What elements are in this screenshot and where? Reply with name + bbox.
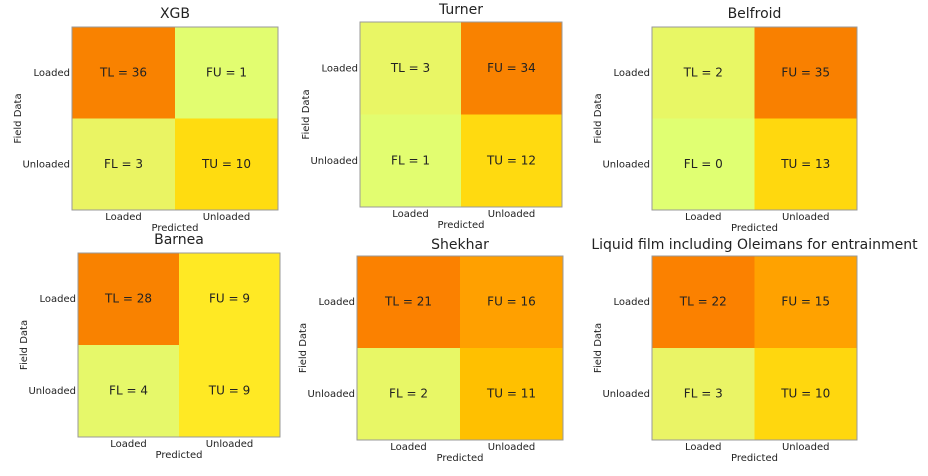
x-tick-label: Loaded: [685, 442, 722, 453]
y-tick-label: Loaded: [34, 68, 71, 79]
y-tick-label: Unloaded: [307, 389, 355, 400]
cell-label: TL = 2: [683, 65, 723, 79]
y-tick-label: Unloaded: [28, 386, 76, 397]
heatmap-cell: [78, 253, 179, 345]
y-axis-label: Field Data: [301, 89, 312, 139]
cell-label: TU = 11: [486, 387, 536, 401]
x-axis-label: Predicted: [731, 223, 778, 234]
y-tick-label: Loaded: [40, 294, 77, 305]
x-axis-label: Predicted: [156, 450, 203, 461]
y-tick-label: Loaded: [614, 297, 651, 308]
plot-border: [71, 26, 279, 211]
y-axis-label: Field Data: [13, 93, 24, 143]
y-tick-label: Unloaded: [22, 159, 70, 170]
cell-label: FU = 16: [487, 295, 536, 309]
x-axis-label: Predicted: [437, 453, 484, 464]
cell-label: TU = 13: [780, 157, 830, 171]
heatmap-cell: [179, 253, 280, 345]
heatmap-cell: [179, 345, 280, 437]
cell-label: TL = 36: [99, 65, 147, 79]
cell-label: FU = 9: [209, 292, 250, 306]
heatmap-cell: [461, 114, 562, 207]
x-tick-label: Loaded: [392, 209, 429, 220]
y-tick-label: Unloaded: [310, 156, 358, 167]
heatmap-cell: [72, 118, 175, 210]
x-tick-label: Unloaded: [203, 212, 251, 223]
panel-title: Barnea: [154, 232, 204, 248]
heatmap-cell: [72, 27, 175, 119]
cell-label: TL = 28: [104, 292, 152, 306]
y-tick-label: Unloaded: [602, 389, 650, 400]
cell-label: FL = 0: [684, 157, 723, 171]
panel-title: Turner: [438, 2, 483, 18]
plot-border: [77, 252, 281, 438]
panel-title: Belfroid: [728, 6, 782, 22]
cell-label: TU = 12: [486, 153, 536, 167]
heatmap-cell: [461, 22, 562, 115]
heatmap-cell: [652, 27, 755, 119]
cell-label: TU = 10: [780, 387, 830, 401]
heatmap-cell: [78, 345, 179, 437]
heatmap-cell: [754, 118, 857, 210]
panel-title: XGB: [160, 6, 190, 22]
cell-label: TL = 22: [679, 295, 727, 309]
panel-title: Liquid film including Oleimans for entra…: [591, 237, 918, 253]
plot-border: [356, 255, 564, 441]
cell-label: TU = 10: [201, 157, 251, 171]
heatmap-cell: [357, 256, 460, 348]
heatmap-cell: [754, 348, 857, 440]
x-tick-label: Loaded: [110, 439, 147, 450]
x-axis-label: Predicted: [731, 453, 778, 464]
y-tick-label: Loaded: [322, 63, 359, 74]
y-axis-label: Field Data: [593, 323, 604, 373]
cell-label: TU = 9: [208, 384, 250, 398]
plot-border: [359, 21, 563, 208]
x-tick-label: Loaded: [105, 212, 142, 223]
cell-label: FL = 3: [684, 387, 723, 401]
x-tick-label: Loaded: [685, 212, 722, 223]
cell-label: TL = 3: [390, 61, 430, 75]
x-tick-label: Unloaded: [782, 212, 830, 223]
x-axis-label: Predicted: [152, 223, 199, 234]
plot-border: [651, 26, 858, 211]
heatmap-cell: [360, 114, 461, 207]
heatmap-cell: [175, 118, 278, 210]
y-axis-label: Field Data: [19, 320, 30, 370]
y-axis-label: Field Data: [298, 323, 309, 373]
cell-label: FU = 35: [781, 65, 830, 79]
x-tick-label: Unloaded: [206, 439, 254, 450]
y-tick-label: Unloaded: [602, 159, 650, 170]
cell-label: FL = 1: [391, 153, 430, 167]
heatmap-cell: [460, 256, 563, 348]
heatmap-cell: [357, 348, 460, 440]
x-tick-label: Unloaded: [488, 209, 536, 220]
y-tick-label: Loaded: [319, 297, 356, 308]
heatmap-cell: [754, 27, 857, 119]
heatmap-cell: [175, 27, 278, 119]
cell-label: FL = 3: [104, 157, 143, 171]
y-axis-label: Field Data: [593, 93, 604, 143]
heatmap-cell: [652, 348, 755, 440]
heatmap-cell: [360, 22, 461, 115]
heatmap-cell: [652, 118, 755, 210]
cell-label: FU = 34: [487, 61, 536, 75]
cell-label: FU = 15: [781, 295, 830, 309]
x-tick-label: Unloaded: [782, 442, 830, 453]
cell-label: FL = 2: [389, 387, 428, 401]
cell-label: FU = 1: [206, 65, 247, 79]
plot-border: [651, 255, 858, 441]
y-tick-label: Loaded: [614, 68, 651, 79]
heatmap-cell: [460, 348, 563, 440]
heatmap-cell: [754, 256, 857, 348]
x-tick-label: Loaded: [390, 442, 427, 453]
x-tick-label: Unloaded: [488, 442, 536, 453]
cell-label: TL = 21: [384, 295, 432, 309]
heatmap-cell: [652, 256, 755, 348]
x-axis-label: Predicted: [438, 220, 485, 231]
cell-label: FL = 4: [109, 384, 148, 398]
panel-title: Shekhar: [431, 237, 489, 253]
